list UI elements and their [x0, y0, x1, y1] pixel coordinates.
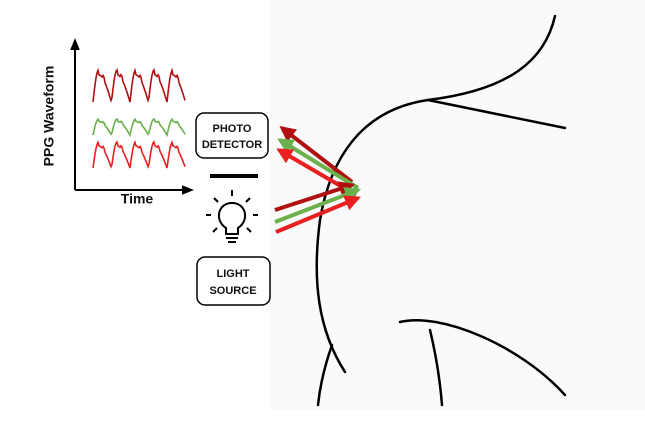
source-label: SOURCE [209, 285, 256, 297]
source-box [196, 256, 271, 306]
waveform [92, 67, 186, 103]
waveforms [92, 67, 186, 169]
detector-label: PHOTO [213, 123, 252, 135]
detector-box [195, 112, 269, 159]
source-label: LIGHT [217, 268, 250, 280]
detector-label: DETECTOR [202, 139, 262, 151]
x-axis-label: Time [121, 191, 154, 207]
bulb-icon [206, 190, 258, 243]
waveform [92, 139, 186, 169]
background-panel [270, 0, 645, 410]
light-arrows [274, 126, 361, 234]
waveform [92, 117, 186, 138]
skin-outline [315, 14, 567, 407]
y-axis-label: PPG Waveform [41, 66, 57, 167]
